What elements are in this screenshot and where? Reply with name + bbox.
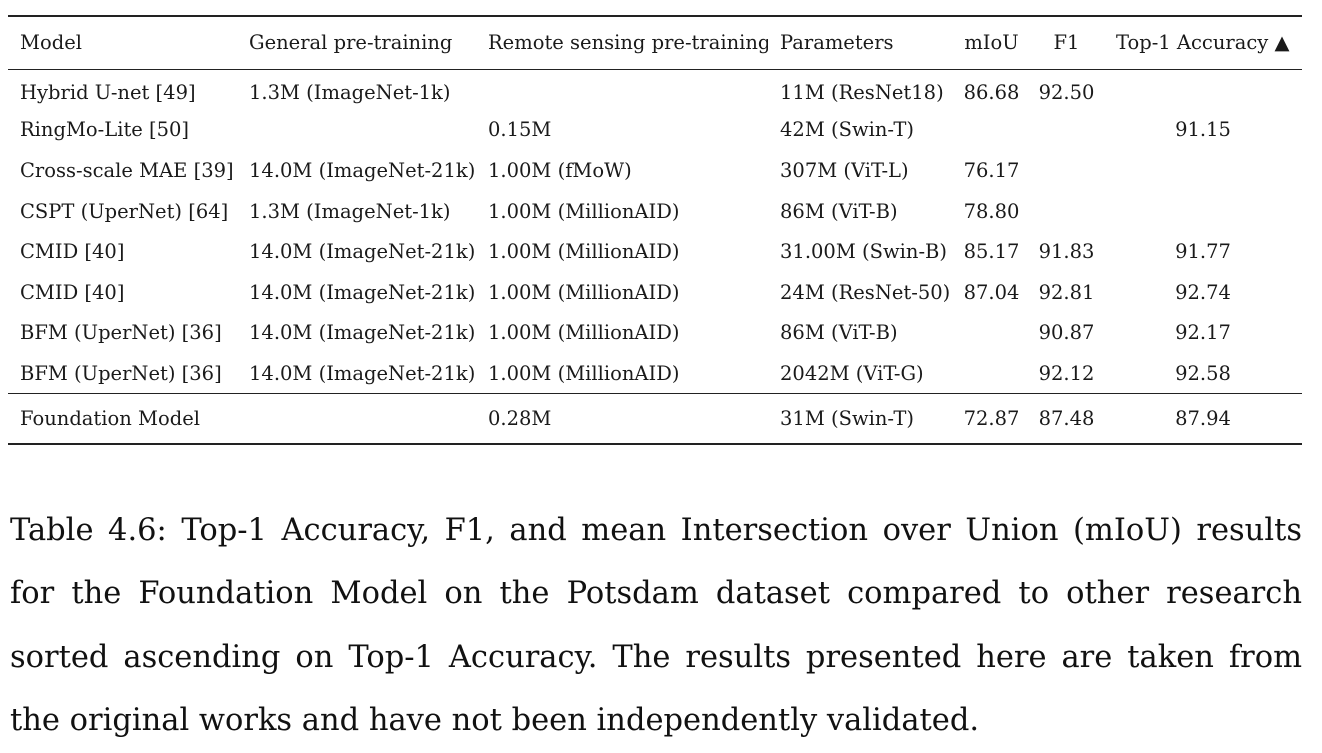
cell-model: Hybrid U-net [49] [20, 81, 196, 105]
table-row: BFM (UperNet) [36] 14.0M (ImageNet-21k) … [8, 353, 1302, 394]
cell-remote: 0.15M [488, 118, 552, 142]
table-caption: Table 4.6: Top-1 Accuracy, F1, and mean … [10, 512, 1302, 739]
cell-general [237, 110, 476, 151]
header-model: Model [8, 15, 237, 70]
table-row: CMID [40] 14.0M (ImageNet-21k) 1.00M (Mi… [8, 272, 1302, 313]
cell-top1: 92.74 [1175, 280, 1231, 304]
footer-general [237, 393, 476, 445]
cell-miou: 86.68 [963, 81, 1020, 105]
cell-top1: 91.15 [1175, 118, 1231, 142]
cell-f1: 92.81 [1038, 280, 1095, 304]
cell-f1: 91.83 [1038, 240, 1095, 264]
cell-model: CMID [40] [20, 280, 125, 304]
cell-miou: 87.04 [963, 280, 1020, 304]
cell-general: 14.0M (ImageNet-21k) [249, 321, 476, 345]
cell-model: RingMo-Lite [50] [20, 118, 190, 142]
table-footer-row: Foundation Model 0.28M 31M (Swin-T) 72.8… [8, 393, 1302, 445]
cell-top1 [1104, 150, 1302, 191]
cell-top1: 91.77 [1175, 240, 1231, 264]
cell-miou: 76.17 [963, 158, 1020, 182]
cell-f1 [1029, 110, 1104, 151]
table-row: Hybrid U-net [49] 1.3M (ImageNet-1k) 11M… [8, 69, 1302, 110]
cell-params: 86M (ViT-B) [780, 321, 898, 345]
cell-model: BFM (UperNet) [36] [20, 361, 222, 385]
cell-params: 31.00M (Swin-B) [780, 240, 947, 264]
cell-general: 1.3M (ImageNet-1k) [249, 199, 451, 223]
table-row: CMID [40] 14.0M (ImageNet-21k) 1.00M (Mi… [8, 231, 1302, 272]
cell-model: CMID [40] [20, 240, 125, 264]
cell-f1 [1029, 191, 1104, 232]
cell-model: BFM (UperNet) [36] [20, 321, 222, 345]
cell-params: 42M (Swin-T) [780, 118, 914, 142]
cell-top1 [1104, 69, 1302, 110]
cell-remote: 1.00M (MillionAID) [488, 199, 680, 223]
cell-remote: 1.00M (MillionAID) [488, 361, 680, 385]
cell-general: 14.0M (ImageNet-21k) [249, 158, 476, 182]
footer-params: 31M (Swin-T) [768, 393, 954, 445]
cell-general: 1.3M (ImageNet-1k) [249, 81, 451, 105]
header-top1-accuracy: Top-1 Accuracy ▲ [1104, 15, 1302, 70]
cell-miou [954, 110, 1029, 151]
cell-miou [954, 313, 1029, 354]
cell-f1: 92.12 [1038, 361, 1095, 385]
cell-general: 14.0M (ImageNet-21k) [249, 280, 476, 304]
cell-miou [954, 353, 1029, 394]
footer-f1: 87.48 [1029, 393, 1104, 445]
cell-f1: 92.50 [1038, 81, 1095, 105]
cell-remote: 1.00M (MillionAID) [488, 240, 680, 264]
cell-top1: 92.17 [1175, 321, 1231, 345]
cell-miou: 78.80 [963, 199, 1020, 223]
cell-miou: 85.17 [963, 240, 1020, 264]
footer-miou: 72.87 [954, 393, 1029, 445]
footer-model: Foundation Model [8, 393, 237, 445]
cell-top1 [1104, 191, 1302, 232]
cell-f1 [1029, 150, 1104, 191]
cell-general: 14.0M (ImageNet-21k) [249, 240, 476, 264]
table-row: RingMo-Lite [50] 0.15M 42M (Swin-T) 91.1… [8, 110, 1302, 151]
cell-params: 2042M (ViT-G) [780, 361, 924, 385]
results-table-container: Model General pre-training Remote sensin… [8, 15, 1302, 445]
results-table: Model General pre-training Remote sensin… [8, 15, 1302, 445]
cell-params: 11M (ResNet18) [780, 81, 944, 105]
cell-model: CSPT (UperNet) [64] [20, 199, 229, 223]
table-row: CSPT (UperNet) [64] 1.3M (ImageNet-1k) 1… [8, 191, 1302, 232]
footer-remote: 0.28M [476, 393, 768, 445]
cell-top1: 92.58 [1175, 361, 1231, 385]
cell-general: 14.0M (ImageNet-21k) [249, 361, 476, 385]
cell-remote: 1.00M (MillionAID) [488, 280, 680, 304]
header-f1: F1 [1029, 15, 1104, 70]
table-row: BFM (UperNet) [36] 14.0M (ImageNet-21k) … [8, 313, 1302, 354]
header-remote-sensing-pretraining: Remote sensing pre-training [476, 15, 768, 70]
cell-remote: 1.00M (MillionAID) [488, 321, 680, 345]
table-row: Cross-scale MAE [39] 14.0M (ImageNet-21k… [8, 150, 1302, 191]
cell-params: 24M (ResNet-50) [780, 280, 951, 304]
cell-remote: 1.00M (fMoW) [488, 158, 632, 182]
cell-remote [476, 69, 768, 110]
cell-params: 307M (ViT-L) [780, 158, 909, 182]
table-header-row: Model General pre-training Remote sensin… [8, 15, 1302, 70]
header-miou: mIoU [954, 15, 1029, 70]
cell-f1: 90.87 [1038, 321, 1095, 345]
cell-params: 86M (ViT-B) [780, 199, 898, 223]
header-parameters: Parameters [768, 15, 954, 70]
cell-model: Cross-scale MAE [39] [20, 158, 234, 182]
header-general-pretraining: General pre-training [237, 15, 476, 70]
footer-top1: 87.94 [1104, 393, 1302, 445]
